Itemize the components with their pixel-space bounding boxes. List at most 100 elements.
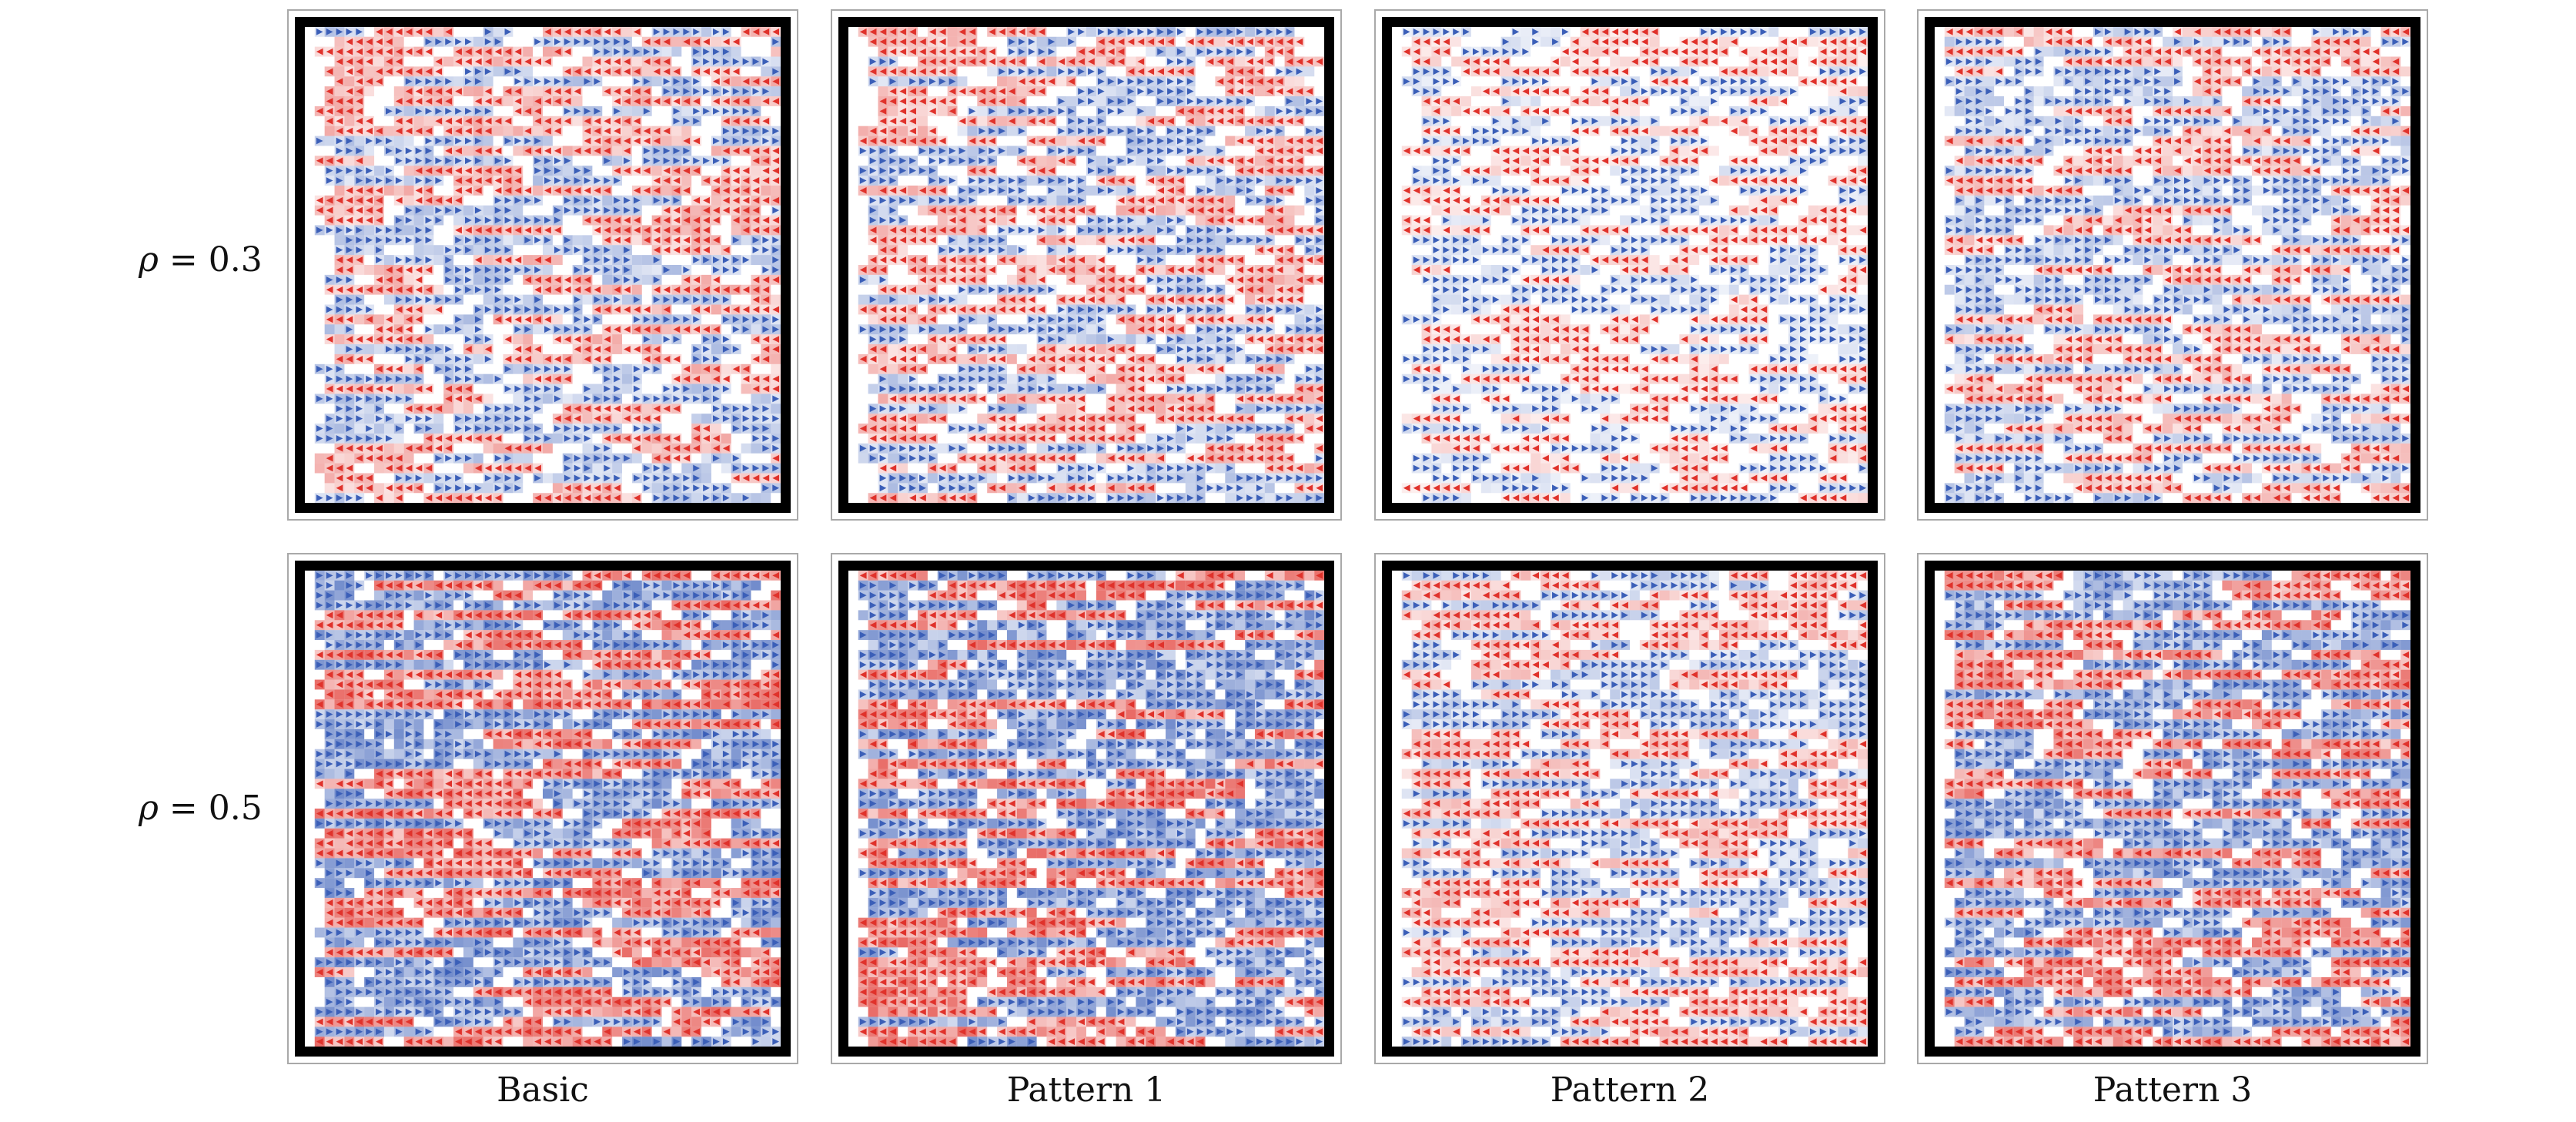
density-cell [1016,344,1027,354]
left-triangle-marker-icon [415,286,423,293]
left-triangle-marker-icon [356,78,363,85]
right-triangle-marker-icon [703,395,710,403]
density-cell [721,433,731,444]
right-triangle-marker-icon [564,425,571,432]
right-triangle-marker-icon [494,236,502,244]
left-triangle-marker-icon [494,177,502,184]
right-triangle-marker-icon [762,246,770,254]
density-cell [711,424,721,434]
right-triangle-marker-icon [356,236,363,244]
right-triangle-marker-icon [484,216,492,224]
density-cell [997,106,1007,116]
right-triangle-marker-icon [554,216,561,224]
right-triangle-marker-icon [445,346,453,353]
density-cell [1086,185,1096,196]
right-triangle-marker-icon [494,405,502,413]
right-triangle-marker-icon [633,395,641,403]
density-cell [364,404,375,414]
left-triangle-marker-icon [594,137,601,145]
left-triangle-marker-icon [683,246,691,254]
left-triangle-marker-icon [415,365,423,373]
left-triangle-marker-icon [722,286,730,293]
right-triangle-marker-icon [732,316,740,323]
right-triangle-marker-icon [534,167,541,175]
left-triangle-marker-icon [554,127,561,135]
right-triangle-marker-icon [722,484,730,492]
left-triangle-marker-icon [395,117,403,125]
left-triangle-marker-icon [504,48,512,55]
density-cell [691,383,702,394]
density-cell [957,294,968,305]
left-triangle-marker-icon [594,286,601,293]
right-triangle-marker-icon [544,78,551,85]
right-triangle-marker-icon [465,276,472,283]
left-triangle-marker-icon [544,187,551,194]
right-triangle-marker-icon [346,425,353,432]
right-triangle-marker-icon [346,276,353,283]
right-triangle-marker-icon [445,256,453,263]
right-triangle-marker-icon [663,78,671,85]
right-triangle-marker-icon [574,167,581,175]
left-triangle-marker-icon [524,107,532,115]
left-triangle-marker-icon [465,117,472,125]
left-triangle-marker-icon [326,385,333,393]
right-triangle-marker-icon [564,474,571,482]
left-triangle-marker-icon [703,226,710,234]
left-triangle-marker-icon [574,346,581,353]
right-triangle-marker-icon [544,167,551,175]
right-triangle-marker-icon [435,177,443,184]
left-triangle-marker-icon [544,276,551,283]
left-triangle-marker-icon [742,306,750,313]
right-triangle-marker-icon [713,157,720,165]
right-triangle-marker-icon [534,157,541,165]
right-triangle-marker-icon [772,127,780,135]
wall-border [295,17,791,513]
density-cell [937,106,948,116]
left-triangle-marker-icon [762,216,770,224]
left-triangle-marker-icon [693,276,701,283]
right-triangle-marker-icon [405,415,413,423]
density-cell [513,363,524,374]
density-cell [681,463,692,474]
left-triangle-marker-icon [722,117,730,125]
right-triangle-marker-icon [534,216,541,224]
left-triangle-marker-icon [356,474,363,482]
right-triangle-marker-icon [455,286,462,293]
density-cell [761,394,771,404]
right-triangle-marker-icon [752,425,760,432]
left-triangle-marker-icon [504,464,512,472]
density-cell [1056,36,1067,47]
left-triangle-marker-icon [514,226,522,234]
density-cell [1215,36,1226,47]
left-triangle-marker-icon [376,444,383,452]
density-cell [1116,383,1126,394]
right-triangle-marker-icon [435,157,443,165]
right-triangle-marker-icon [732,415,740,423]
right-triangle-marker-icon [693,107,701,115]
right-triangle-marker-icon [474,286,482,293]
density-cell [543,473,553,484]
density-cell [1016,86,1027,97]
right-triangle-marker-icon [356,226,363,234]
right-triangle-marker-icon [336,494,343,502]
density-cell [751,324,761,335]
right-triangle-marker-icon [643,78,651,85]
left-triangle-marker-icon [326,157,333,165]
density-cell [393,383,404,394]
density-cell [523,294,534,305]
right-triangle-marker-icon [484,474,492,482]
left-triangle-marker-icon [643,127,651,135]
density-cell [443,56,454,67]
right-triangle-marker-icon [405,216,413,224]
left-triangle-marker-icon [376,216,383,224]
left-triangle-marker-icon [604,484,611,492]
density-cell [741,235,751,246]
left-triangle-marker-icon [455,58,462,65]
left-triangle-marker-icon [772,216,780,224]
right-triangle-marker-icon [752,88,760,95]
density-cell [1096,453,1106,464]
density-cell [1036,255,1047,265]
left-triangle-marker-icon [663,435,671,442]
density-cell [1026,176,1037,186]
left-triangle-marker-icon [732,196,740,204]
